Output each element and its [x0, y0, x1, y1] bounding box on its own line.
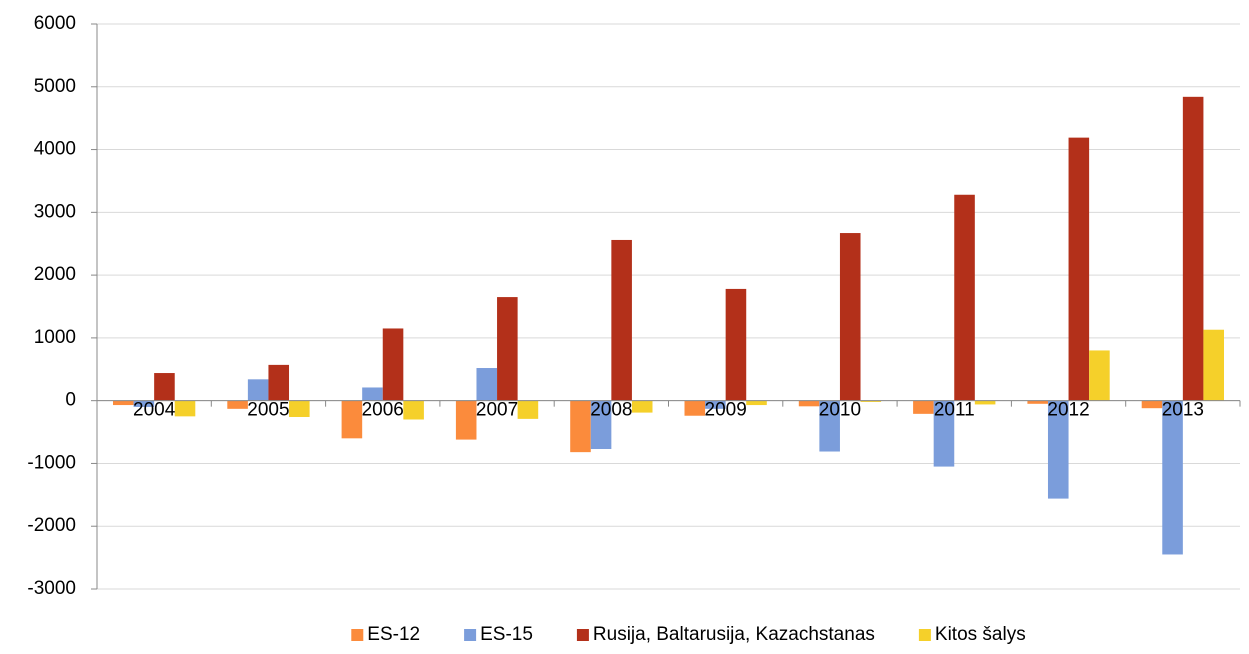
bar — [1182, 96, 1204, 401]
bar — [289, 400, 310, 417]
x-tick-label: 2004 — [133, 400, 176, 421]
bar — [517, 400, 539, 419]
y-tick-label: -1000 — [27, 452, 76, 473]
bar — [1047, 400, 1069, 499]
x-tick-label: 2005 — [247, 400, 289, 421]
x-tick-label: 2007 — [476, 400, 518, 421]
bar — [1203, 329, 1224, 401]
bar — [113, 400, 134, 406]
bar — [174, 400, 196, 417]
x-tick-label: 2011 — [934, 400, 975, 421]
bar — [362, 387, 383, 401]
y-tick-label: -3000 — [27, 578, 76, 599]
bar — [382, 328, 404, 401]
bar — [476, 368, 498, 401]
y-tick-label: 5000 — [34, 76, 76, 97]
bar — [227, 400, 248, 409]
bar — [974, 400, 996, 405]
bar — [590, 400, 612, 450]
bar — [268, 364, 290, 401]
legend-swatch — [918, 629, 931, 641]
bar — [860, 400, 882, 402]
bar — [341, 400, 363, 439]
y-tick-label: 6000 — [34, 13, 76, 34]
legend-label: ES-15 — [480, 624, 533, 645]
bar — [611, 239, 632, 401]
y-tick-label: 1000 — [34, 327, 76, 348]
legend-label: ES-12 — [367, 624, 420, 645]
bar — [684, 400, 706, 416]
legend-swatch — [576, 629, 589, 641]
x-tick-label: 2010 — [819, 400, 861, 421]
bar — [1068, 137, 1090, 401]
x-tick-label: 2013 — [1162, 400, 1204, 421]
bar — [570, 400, 591, 453]
bar — [247, 379, 269, 401]
legend-swatch — [351, 629, 364, 641]
bar — [725, 288, 747, 401]
x-tick-label: 2012 — [1047, 400, 1089, 421]
bar — [1141, 400, 1163, 409]
bar — [403, 400, 424, 420]
bar — [913, 400, 934, 414]
x-tick-label: 2006 — [362, 400, 404, 421]
y-tick-label: 4000 — [34, 139, 76, 160]
bar — [839, 233, 861, 401]
y-tick-label: -2000 — [27, 515, 76, 536]
bar — [954, 194, 975, 401]
y-tick-label: 3000 — [34, 201, 76, 222]
bar — [455, 400, 477, 440]
y-tick-label: 0 — [65, 390, 76, 411]
bar — [154, 373, 175, 401]
bar — [933, 400, 955, 467]
bar — [1027, 400, 1048, 404]
x-tick-label: 2008 — [590, 400, 632, 421]
legend-swatch — [464, 629, 477, 641]
bar — [631, 400, 653, 413]
bar — [1089, 350, 1110, 401]
y-tick-label: 2000 — [34, 264, 76, 285]
bar — [497, 297, 518, 401]
bar — [133, 400, 155, 407]
bar — [1162, 400, 1183, 555]
bar — [798, 400, 820, 407]
x-tick-label: 2009 — [705, 400, 747, 421]
bar — [705, 400, 726, 409]
bar — [746, 400, 767, 406]
legend-label: Rusija, Baltarusija, Kazachstanas — [593, 624, 875, 645]
bar — [819, 400, 840, 452]
legend-label: Kitos šalys — [935, 624, 1026, 645]
